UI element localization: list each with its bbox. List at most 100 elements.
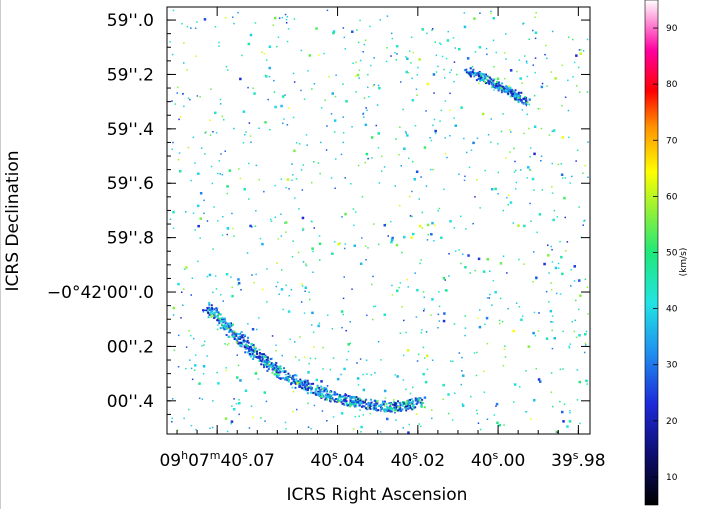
velocity-point: [171, 398, 174, 400]
velocity-point: [412, 232, 415, 236]
velocity-point: [287, 380, 290, 383]
velocity-point: [226, 430, 229, 433]
x-tick-labels: 09h07m40s.07 40s.04 40s.02 40s.00 39s.98: [159, 449, 605, 471]
velocity-point: [182, 304, 184, 306]
velocity-point: [446, 156, 448, 159]
velocity-point: [240, 345, 243, 347]
velocity-point: [533, 152, 536, 156]
velocity-point: [343, 403, 346, 406]
velocity-point: [337, 398, 339, 401]
velocity-point: [294, 386, 297, 389]
velocity-point: [207, 306, 210, 309]
velocity-point: [254, 372, 258, 375]
velocity-point: [299, 336, 301, 338]
velocity-point: [486, 418, 489, 420]
velocity-point: [493, 78, 496, 81]
velocity-point: [176, 92, 178, 94]
velocity-point: [381, 407, 383, 409]
velocity-point: [312, 391, 315, 394]
velocity-point: [394, 412, 396, 414]
velocity-point: [176, 429, 179, 431]
velocity-point: [222, 216, 224, 218]
velocity-point: [357, 384, 360, 386]
velocity-point: [480, 76, 483, 79]
velocity-point: [204, 153, 206, 155]
velocity-point: [250, 349, 253, 352]
velocity-point: [287, 28, 290, 30]
velocity-point: [217, 319, 220, 322]
velocity-point: [402, 401, 405, 403]
velocity-point: [497, 82, 500, 85]
velocity-point: [255, 351, 258, 354]
velocity-point: [180, 317, 182, 319]
velocity-point: [470, 73, 472, 75]
velocity-point: [264, 121, 267, 124]
velocity-point: [226, 344, 229, 346]
velocity-point: [479, 79, 482, 82]
velocity-point: [237, 284, 239, 286]
velocity-point: [302, 227, 304, 230]
velocity-point: [511, 95, 514, 98]
velocity-point: [177, 366, 180, 368]
velocity-point: [440, 43, 442, 46]
velocity-point: [318, 322, 321, 325]
velocity-point: [267, 98, 269, 101]
velocity-point: [349, 398, 352, 401]
velocity-point: [215, 313, 218, 316]
velocity-point: [510, 90, 513, 93]
velocity-point: [362, 112, 365, 114]
velocity-point: [383, 224, 386, 227]
velocity-point: [221, 323, 224, 326]
velocity-point: [301, 387, 304, 390]
velocity-point: [406, 405, 409, 408]
velocity-point: [509, 69, 513, 72]
velocity-point: [453, 227, 456, 229]
velocity-point: [391, 294, 394, 296]
velocity-point: [293, 378, 295, 381]
velocity-point: [464, 327, 467, 329]
velocity-point: [586, 286, 589, 289]
velocity-point: [399, 282, 402, 284]
velocity-point: [177, 158, 180, 161]
velocity-point: [561, 64, 564, 67]
velocity-point: [216, 316, 219, 318]
velocity-point: [228, 169, 232, 172]
velocity-point: [426, 368, 429, 371]
velocity-point: [380, 408, 383, 411]
velocity-point: [228, 331, 230, 333]
velocity-point: [378, 182, 381, 184]
velocity-point: [528, 38, 530, 40]
velocity-point: [514, 93, 517, 96]
velocity-point: [249, 352, 251, 355]
velocity-point: [421, 28, 424, 31]
velocity-point: [507, 307, 509, 310]
velocity-point: [334, 95, 337, 98]
velocity-point: [246, 340, 249, 343]
velocity-point: [363, 116, 365, 118]
velocity-point: [423, 310, 425, 312]
velocity-point: [286, 40, 289, 43]
velocity-point: [342, 395, 345, 398]
velocity-point: [265, 356, 268, 359]
colorbar-label: (km/s): [679, 248, 689, 277]
velocity-point: [540, 155, 543, 157]
velocity-point: [349, 396, 351, 399]
velocity-point: [263, 53, 266, 55]
velocity-point: [270, 362, 273, 365]
velocity-point: [579, 294, 582, 297]
velocity-point: [576, 369, 579, 371]
velocity-point: [296, 382, 299, 385]
velocity-point: [303, 388, 306, 391]
velocity-point: [172, 306, 176, 310]
velocity-point: [429, 137, 431, 139]
velocity-point: [525, 104, 528, 107]
velocity-point: [318, 394, 320, 397]
velocity-point: [302, 229, 304, 231]
velocity-point: [460, 215, 462, 218]
velocity-point: [260, 417, 262, 419]
colorbar-tick-label: 80: [666, 80, 678, 90]
colorbar-tick-label: 20: [666, 417, 678, 427]
velocity-point: [226, 327, 229, 330]
velocity-point: [554, 77, 557, 80]
velocity-point: [361, 196, 364, 198]
